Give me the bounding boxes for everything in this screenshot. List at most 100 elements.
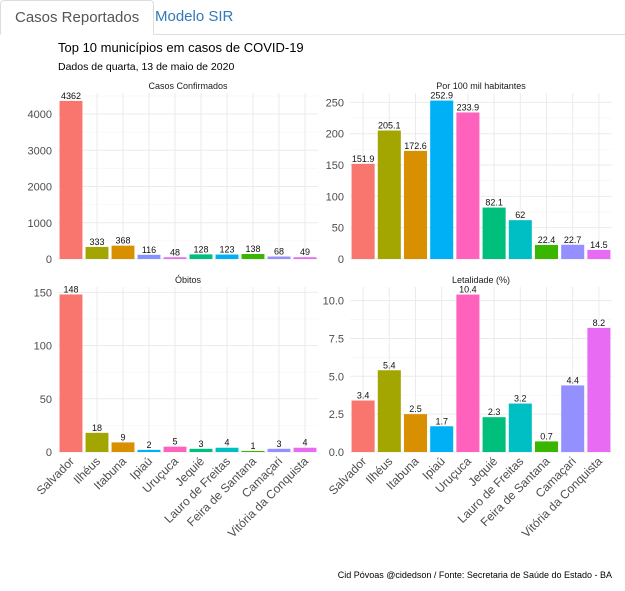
bar-feira-de-santana — [241, 253, 265, 259]
y-tick-label: 50 — [332, 223, 344, 235]
data-label: 3.4 — [357, 391, 370, 401]
panels: Casos Confirmados01000200030004000436233… — [28, 81, 612, 540]
data-label: 48 — [170, 247, 180, 257]
data-label: 2.3 — [488, 407, 501, 417]
data-label: 3 — [198, 439, 203, 449]
panel-title: Óbitos — [175, 275, 202, 285]
chart-subtitle: Dados de quarta, 13 de maio de 2020 — [58, 61, 234, 73]
y-tick-label: 150 — [326, 160, 344, 172]
bar-ipiaú — [430, 100, 454, 259]
bar-jequié — [189, 254, 213, 259]
tab-bar: Casos Reportados Modelo SIR — [0, 0, 625, 35]
data-label: 4.4 — [566, 375, 579, 385]
tab-modelo-sir[interactable]: Modelo SIR — [155, 8, 234, 25]
bar-salvador — [59, 294, 83, 452]
bar-vitória-da-conquista — [587, 327, 611, 452]
data-label: 5.4 — [383, 360, 396, 370]
bar-camaçari — [267, 448, 291, 452]
bar-feira-de-santana — [534, 244, 559, 259]
data-label: 4 — [302, 438, 307, 448]
y-tick-label: 2000 — [28, 182, 52, 194]
bar-vitória-da-conquista — [293, 257, 317, 259]
data-label: 138 — [245, 244, 260, 254]
y-tick-label: 2.5 — [329, 409, 344, 421]
panel-title: Letalidade (%) — [452, 275, 510, 285]
bar-feira-de-santana — [534, 441, 559, 452]
data-label: 3 — [276, 439, 281, 449]
y-tick-label: 100 — [34, 341, 52, 353]
data-label: 22.7 — [564, 235, 582, 245]
bar-itabuna — [403, 150, 428, 259]
bar-jequié — [482, 207, 506, 259]
chart-title: Top 10 municípios em casos de COVID-19 — [58, 40, 304, 55]
bar-itabuna — [403, 414, 428, 452]
panel-title: Por 100 mil habitantes — [436, 81, 526, 91]
panel-1: Casos Confirmados 0 1000 2000 3000 4000 4362 33… — [28, 81, 318, 266]
bar-ipiaú — [430, 426, 454, 452]
y-tick-label: 7.5 — [329, 333, 344, 345]
bar-ilhéus — [377, 370, 401, 452]
bar-jequié — [189, 448, 213, 452]
chart-caption: Cid Póvoas @cidedson / Fonte: Secretaria… — [338, 570, 612, 580]
data-label: 333 — [89, 237, 104, 247]
data-label: 9 — [120, 432, 125, 442]
bar-camaçari — [561, 244, 585, 259]
y-tick-label: 0 — [46, 447, 52, 459]
y-tick-label: 100 — [326, 191, 344, 203]
data-label: 1 — [250, 441, 255, 451]
bar-lauro-de-freitas — [508, 220, 532, 259]
data-label: 2 — [146, 440, 151, 450]
y-tick-label: 1000 — [28, 218, 52, 230]
y-tick-label: 4000 — [28, 109, 52, 121]
data-label: 172.6 — [404, 141, 427, 151]
data-label: 82.1 — [485, 198, 503, 208]
data-label: 2.5 — [409, 404, 422, 414]
bar-salvador — [351, 400, 375, 452]
data-label: 14.5 — [590, 240, 608, 250]
y-tick-label: 150 — [34, 287, 52, 299]
data-label: 252.9 — [430, 91, 453, 101]
data-label: 10.4 — [459, 285, 477, 295]
y-tick-label: 200 — [326, 129, 344, 141]
data-label: 123 — [219, 245, 234, 255]
bar-lauro-de-freitas — [508, 403, 532, 452]
data-label: 49 — [300, 247, 310, 257]
data-label: 68 — [274, 247, 284, 257]
data-label: 233.9 — [457, 102, 480, 112]
bar-ipiaú — [137, 254, 161, 259]
data-label: 8.2 — [593, 318, 606, 328]
bar-ilhéus — [85, 432, 109, 452]
bar-itabuna — [111, 245, 135, 259]
bar-uruçuca — [163, 446, 187, 452]
y-tick-label: 5.0 — [329, 371, 344, 383]
bar-lauro-de-freitas — [215, 254, 239, 259]
data-label: 62 — [515, 210, 525, 220]
bar-ilhéus — [377, 130, 401, 259]
data-label: 5 — [172, 437, 177, 447]
y-tick-label: 0.0 — [329, 447, 344, 459]
bar-jequié — [482, 417, 506, 452]
data-label: 4362 — [61, 91, 81, 101]
bar-uruçuca — [456, 112, 480, 259]
bar-uruçuca — [163, 257, 187, 259]
y-tick-label: 0 — [338, 254, 344, 266]
data-label: 205.1 — [378, 121, 401, 131]
bar-salvador — [351, 163, 375, 259]
panel-title: Casos Confirmados — [148, 81, 228, 91]
bar-feira-de-santana — [241, 450, 265, 452]
data-label: 116 — [142, 245, 156, 255]
data-label: 4 — [224, 438, 229, 448]
bar-lauro-de-freitas — [215, 447, 239, 452]
panel-2: Por 100 mil habitantes 0 50 100 150 200 250 151… — [326, 81, 612, 266]
data-label: 3.2 — [514, 394, 527, 404]
bar-salvador — [59, 100, 83, 260]
data-label: 128 — [193, 244, 208, 254]
bar-ilhéus — [85, 246, 109, 259]
data-label: 0.7 — [540, 431, 553, 441]
tab-casos-reportados[interactable]: Casos Reportados — [0, 0, 155, 35]
data-label: 151.9 — [352, 154, 375, 164]
data-label: 368 — [115, 236, 130, 246]
y-tick-label: 3000 — [28, 145, 52, 157]
